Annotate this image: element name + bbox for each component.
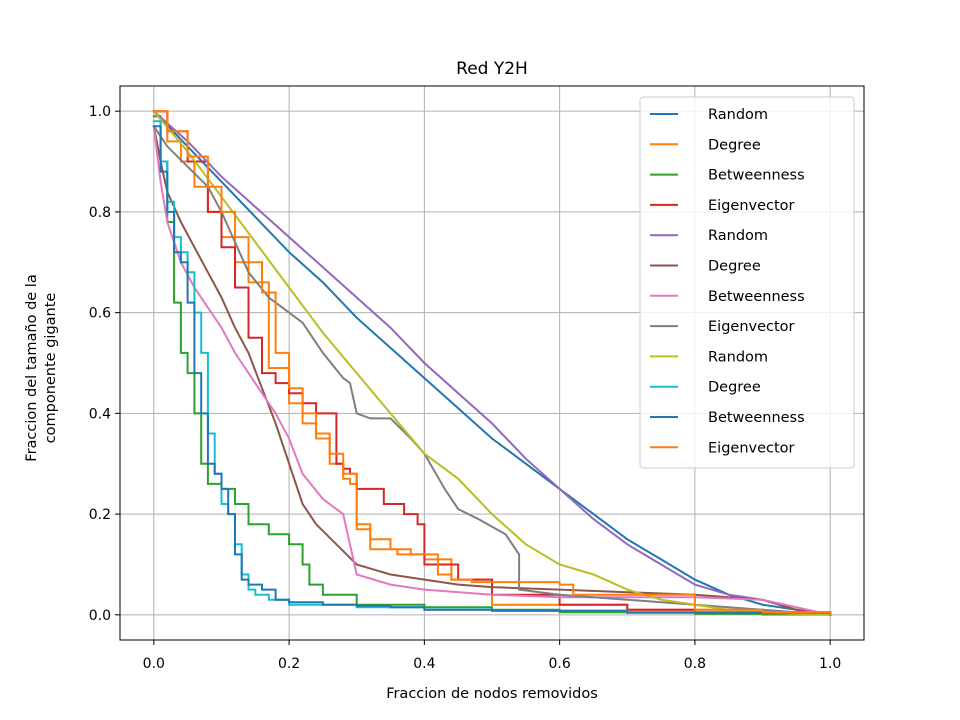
series-line-12-eigenvector (152, 110, 832, 616)
plot-frame (119, 85, 865, 641)
series-line-7-betweenness (152, 125, 832, 616)
series-line-3-betweenness (152, 115, 832, 616)
ticks: 0.0 0.2 0.4 0.6 0.8 1.0 0.0 0.2 0.4 0.6 0.8 1.0 (89, 104, 842, 672)
legend-label: Eigenvector (708, 440, 795, 456)
y-axis-label-line-2: componente gigante (43, 293, 59, 444)
x-axis-label: Fraccion de nodos removidos (386, 686, 598, 702)
legend-label: Random (708, 349, 768, 365)
legend-label: Random (708, 228, 768, 244)
series-layer (152, 109, 832, 616)
x-tick-label: 0.4 (413, 656, 435, 672)
series-line-11-betweenness (152, 125, 832, 616)
legend-label: Betweenness (708, 289, 805, 305)
y-tick-label: 0.4 (89, 406, 111, 422)
series-line-9-random (152, 109, 832, 616)
series-line-5-random (152, 109, 832, 616)
x-tick-label: 0.2 (278, 656, 300, 672)
legend-label: Betweenness (708, 410, 805, 426)
series-line-1-random (152, 109, 832, 616)
legend-label: Eigenvector (708, 319, 795, 335)
legend-label: Betweenness (708, 168, 805, 184)
y-tick-label: 1.0 (89, 104, 111, 120)
x-tick-label: 1.0 (819, 656, 841, 672)
series-line-8-eigenvector (152, 124, 832, 616)
legend: Random Degree Betweenness Eigenvector Random… (639, 96, 855, 469)
y-axis-label-line-1: Fraccion del tamaño de la (24, 274, 40, 461)
y-tick-label: 0.6 (89, 306, 111, 322)
legend-label: Degree (708, 137, 761, 153)
series-line-6-degree (152, 125, 832, 616)
y-tick-label: 0.2 (89, 507, 111, 523)
legend-label: Eigenvector (708, 198, 795, 214)
y-tick-label: 0.8 (89, 205, 111, 221)
x-tick-label: 0.8 (684, 656, 706, 672)
x-tick-label: 0.0 (143, 656, 165, 672)
legend-label: Degree (708, 380, 761, 396)
y-tick-label: 0.0 (89, 608, 111, 624)
legend-box (639, 96, 855, 469)
x-tick-label: 0.6 (549, 656, 571, 672)
chart-title: Red Y2H (456, 59, 528, 79)
legend-label: Degree (708, 259, 761, 275)
legend-label: Random (708, 107, 768, 123)
